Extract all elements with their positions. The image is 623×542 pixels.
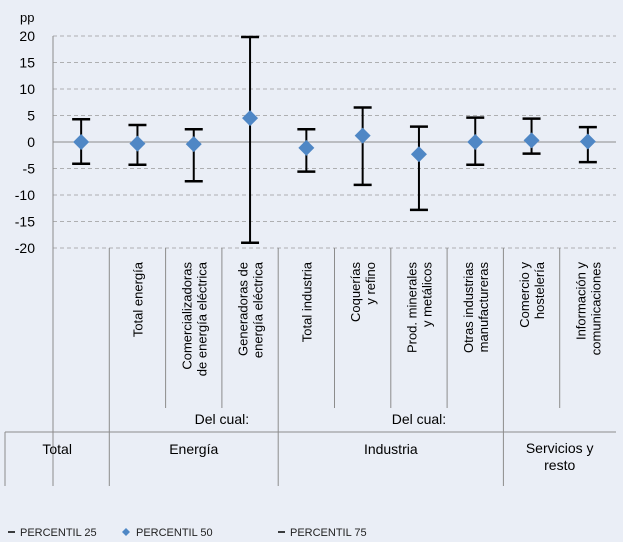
subgroup-label: Del cual:	[392, 411, 446, 427]
percentile-50-marker	[354, 127, 371, 144]
legend-label: PERCENTIL 25	[20, 527, 97, 539]
percentile-50-marker	[185, 136, 202, 153]
category-label: Otras industriasmanufactureras	[461, 262, 491, 354]
group-label: Servicios y resto	[526, 440, 594, 473]
percentile-50-marker	[410, 146, 427, 163]
percentile-50-marker	[467, 134, 484, 150]
percentile-50-marker	[129, 135, 146, 152]
category-label: Información ycomunicaciones	[573, 262, 603, 356]
y-tick-label: -20	[15, 240, 35, 256]
y-tick-label: -10	[15, 187, 35, 203]
y-tick-label: 20	[19, 28, 35, 44]
percentile-50-marker	[579, 133, 596, 150]
group-label: Total	[42, 441, 72, 457]
category-label: Total industria	[299, 261, 314, 342]
y-unit-label: pp	[20, 10, 34, 25]
legend-label: PERCENTIL 50	[136, 527, 213, 539]
y-tick-label: 15	[19, 55, 35, 71]
category-label: Comercio yhostelería	[517, 261, 547, 328]
subgroup-label: Del cual:	[195, 411, 249, 427]
group-label: Industria	[364, 441, 418, 457]
category-label: Coqueríasy refino	[348, 262, 378, 322]
category-label: Prod. mineralesy metálicos	[404, 262, 434, 354]
percentile-50-marker	[73, 134, 90, 150]
y-tick-label: 5	[27, 108, 35, 124]
percentile-50-marker	[523, 132, 540, 149]
category-label: Generadoras deenergía eléctrica	[236, 261, 266, 358]
y-tick-label: -15	[15, 214, 35, 230]
y-tick-label: 0	[27, 134, 35, 150]
y-tick-label: 10	[19, 81, 35, 97]
percentile-50-marker	[242, 110, 259, 127]
category-label: Total energía	[130, 261, 145, 337]
category-label: Comercializadorasde energía eléctrica	[179, 261, 209, 376]
legend-percentile-50-swatch	[122, 528, 130, 536]
y-tick-label: -5	[23, 161, 36, 177]
group-label: Energía	[169, 441, 218, 457]
percentile-50-marker	[298, 139, 315, 156]
legend-label: PERCENTIL 75	[290, 527, 367, 539]
